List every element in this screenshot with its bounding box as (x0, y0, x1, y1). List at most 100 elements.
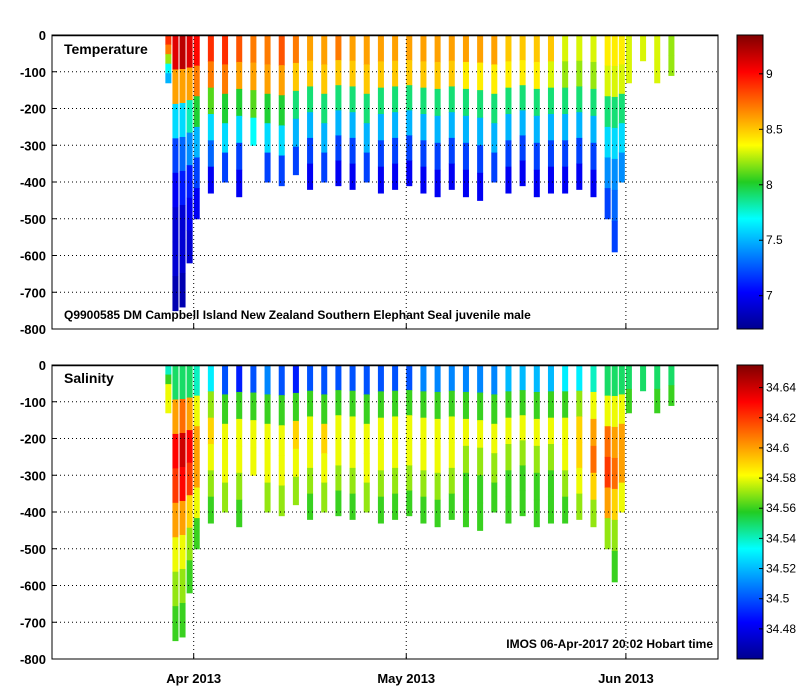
salinity-colorbar-tick-label: 34.6 (766, 441, 790, 455)
temperature-cell (668, 55, 675, 76)
temperature-cell (611, 127, 618, 160)
salinity-cell (307, 416, 314, 443)
salinity-profile (165, 365, 172, 414)
temperature-cell (562, 35, 569, 62)
temperature-cell (363, 35, 370, 65)
temperature-profile (505, 35, 512, 194)
salinity-cell (604, 456, 611, 489)
salinity-cell (193, 518, 200, 550)
salinity-cell (186, 365, 193, 399)
salinity-colorbar-tick-label: 34.5 (766, 592, 790, 606)
temperature-profile (363, 35, 370, 183)
temperature-cell (519, 110, 526, 136)
temperature-colorbar-tick-label: 8.5 (766, 122, 783, 136)
salinity-profile (377, 365, 384, 524)
salinity-cell (668, 365, 675, 386)
salinity-heatmap (52, 364, 718, 642)
temperature-cell (462, 35, 469, 63)
temperature-cell (505, 61, 512, 89)
salinity-profile (668, 365, 675, 406)
temperature-cell (491, 93, 498, 124)
salinity-profile (491, 365, 498, 513)
temperature-cell (618, 152, 625, 183)
temperature-cell (462, 169, 469, 198)
salinity-cell (462, 472, 469, 501)
temperature-profile (604, 35, 611, 220)
temperature-cell (186, 197, 193, 231)
temperature-cell (462, 88, 469, 117)
temperature-cell (179, 272, 186, 308)
salinity-cell (491, 423, 498, 454)
temperature-cell (519, 60, 526, 86)
temperature-cell (377, 166, 384, 194)
temperature-cell (193, 35, 200, 67)
temperature-cell (533, 142, 540, 171)
salinity-cell (505, 417, 512, 445)
temperature-cell (420, 87, 427, 115)
salinity-cell (292, 476, 299, 506)
salinity-colorbar-tick-label: 34.64 (766, 381, 796, 395)
salinity-y-tick-label: -100 (20, 395, 46, 410)
salinity-profile (434, 365, 441, 528)
temperature-cell (625, 58, 632, 84)
salinity-cell (349, 390, 356, 417)
salinity-cell (625, 388, 632, 414)
temperature-profile (519, 35, 526, 187)
temperature-cell (420, 35, 427, 62)
temperature-cell (292, 35, 299, 64)
salinity-cell (434, 499, 441, 528)
salinity-cell (349, 493, 356, 520)
temperature-cell (321, 152, 328, 183)
salinity-cell (505, 365, 512, 392)
temperature-cell (179, 170, 186, 206)
temperature-cell (477, 62, 484, 91)
temperature-cell (278, 125, 285, 157)
x-tick-label: Jun 2013 (598, 671, 654, 686)
temperature-cell (406, 85, 413, 111)
temperature-cell (172, 172, 179, 208)
temperature-cell (179, 35, 186, 70)
temperature-cell (172, 103, 179, 139)
temperature-heatmap (52, 34, 718, 312)
temperature-cell (562, 166, 569, 194)
salinity-cell (590, 499, 597, 528)
temperature-cell (611, 65, 618, 98)
temperature-cell (236, 35, 243, 63)
salinity-cell (519, 490, 526, 517)
temperature-cell (618, 35, 625, 65)
salinity-grid (52, 365, 718, 659)
salinity-cell (392, 365, 399, 392)
salinity-cell (562, 496, 569, 524)
temperature-cell (392, 163, 399, 190)
salinity-cell (562, 417, 569, 445)
temperature-cell (165, 63, 172, 74)
temperature-cell (611, 96, 618, 129)
temperature-cell (236, 169, 243, 198)
salinity-profile (186, 365, 193, 594)
temperature-cell (172, 69, 179, 105)
salinity-y-tick-label: -300 (20, 468, 46, 483)
salinity-cell (179, 398, 186, 434)
temperature-cell (278, 95, 285, 126)
salinity-profile (363, 365, 370, 513)
salinity-y-ticks: 0 -100 -200 -300 -400 -500 -600 -700 -800 (20, 358, 57, 667)
temperature-cell (519, 85, 526, 111)
salinity-cell (236, 445, 243, 474)
temperature-profile (186, 35, 193, 264)
salinity-cell (186, 397, 193, 431)
salinity-cell (392, 416, 399, 443)
salinity-y-tick-label: -400 (20, 505, 46, 520)
salinity-cell (477, 392, 484, 421)
temperature-cell (448, 86, 455, 113)
temperature-profile (640, 35, 647, 62)
temperature-cell (179, 204, 186, 240)
temperature-cell (618, 93, 625, 124)
salinity-cell (392, 390, 399, 417)
salinity-cell (420, 417, 427, 445)
salinity-cell (448, 442, 455, 469)
salinity-cell (533, 499, 540, 528)
salinity-cell (335, 415, 342, 441)
temperature-cell (172, 241, 179, 277)
salinity-cell (179, 602, 186, 638)
